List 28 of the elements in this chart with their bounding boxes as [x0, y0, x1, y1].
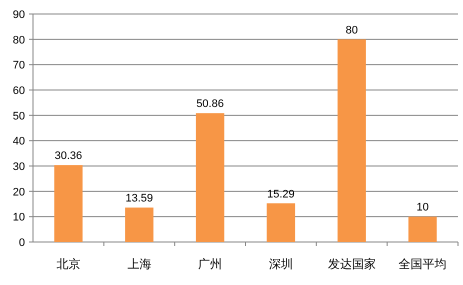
y-tick-label: 80	[12, 34, 25, 46]
x-tick-label: 深圳	[268, 257, 293, 271]
y-tick-label: 10	[12, 212, 25, 224]
x-tick-label: 发达国家	[328, 257, 376, 271]
bar	[338, 39, 366, 242]
y-tick-label: 30	[12, 161, 25, 173]
x-tick-label: 广州	[198, 257, 222, 271]
bar	[54, 165, 83, 242]
bar	[196, 113, 224, 242]
x-tick-label: 北京	[56, 257, 80, 271]
y-tick-label: 60	[12, 85, 25, 97]
data-label: 50.86	[196, 98, 224, 110]
y-tick-label: 0	[18, 237, 25, 249]
y-tick-label: 70	[12, 60, 25, 72]
x-tick-label: 全国平均	[398, 257, 447, 271]
data-label: 80	[346, 24, 358, 36]
y-tick-label: 90	[12, 9, 25, 21]
y-tick-label: 40	[12, 136, 25, 148]
y-tick-label: 50	[12, 110, 25, 122]
x-tick-label: 上海	[127, 257, 152, 271]
data-label: 10	[416, 202, 429, 214]
bar	[266, 203, 296, 242]
data-label: 30.36	[54, 150, 82, 162]
y-tick-label: 20	[12, 186, 25, 198]
data-label: 15.29	[267, 188, 295, 200]
data-label: 13.59	[125, 192, 154, 205]
bar	[125, 208, 154, 242]
bar	[408, 216, 437, 242]
